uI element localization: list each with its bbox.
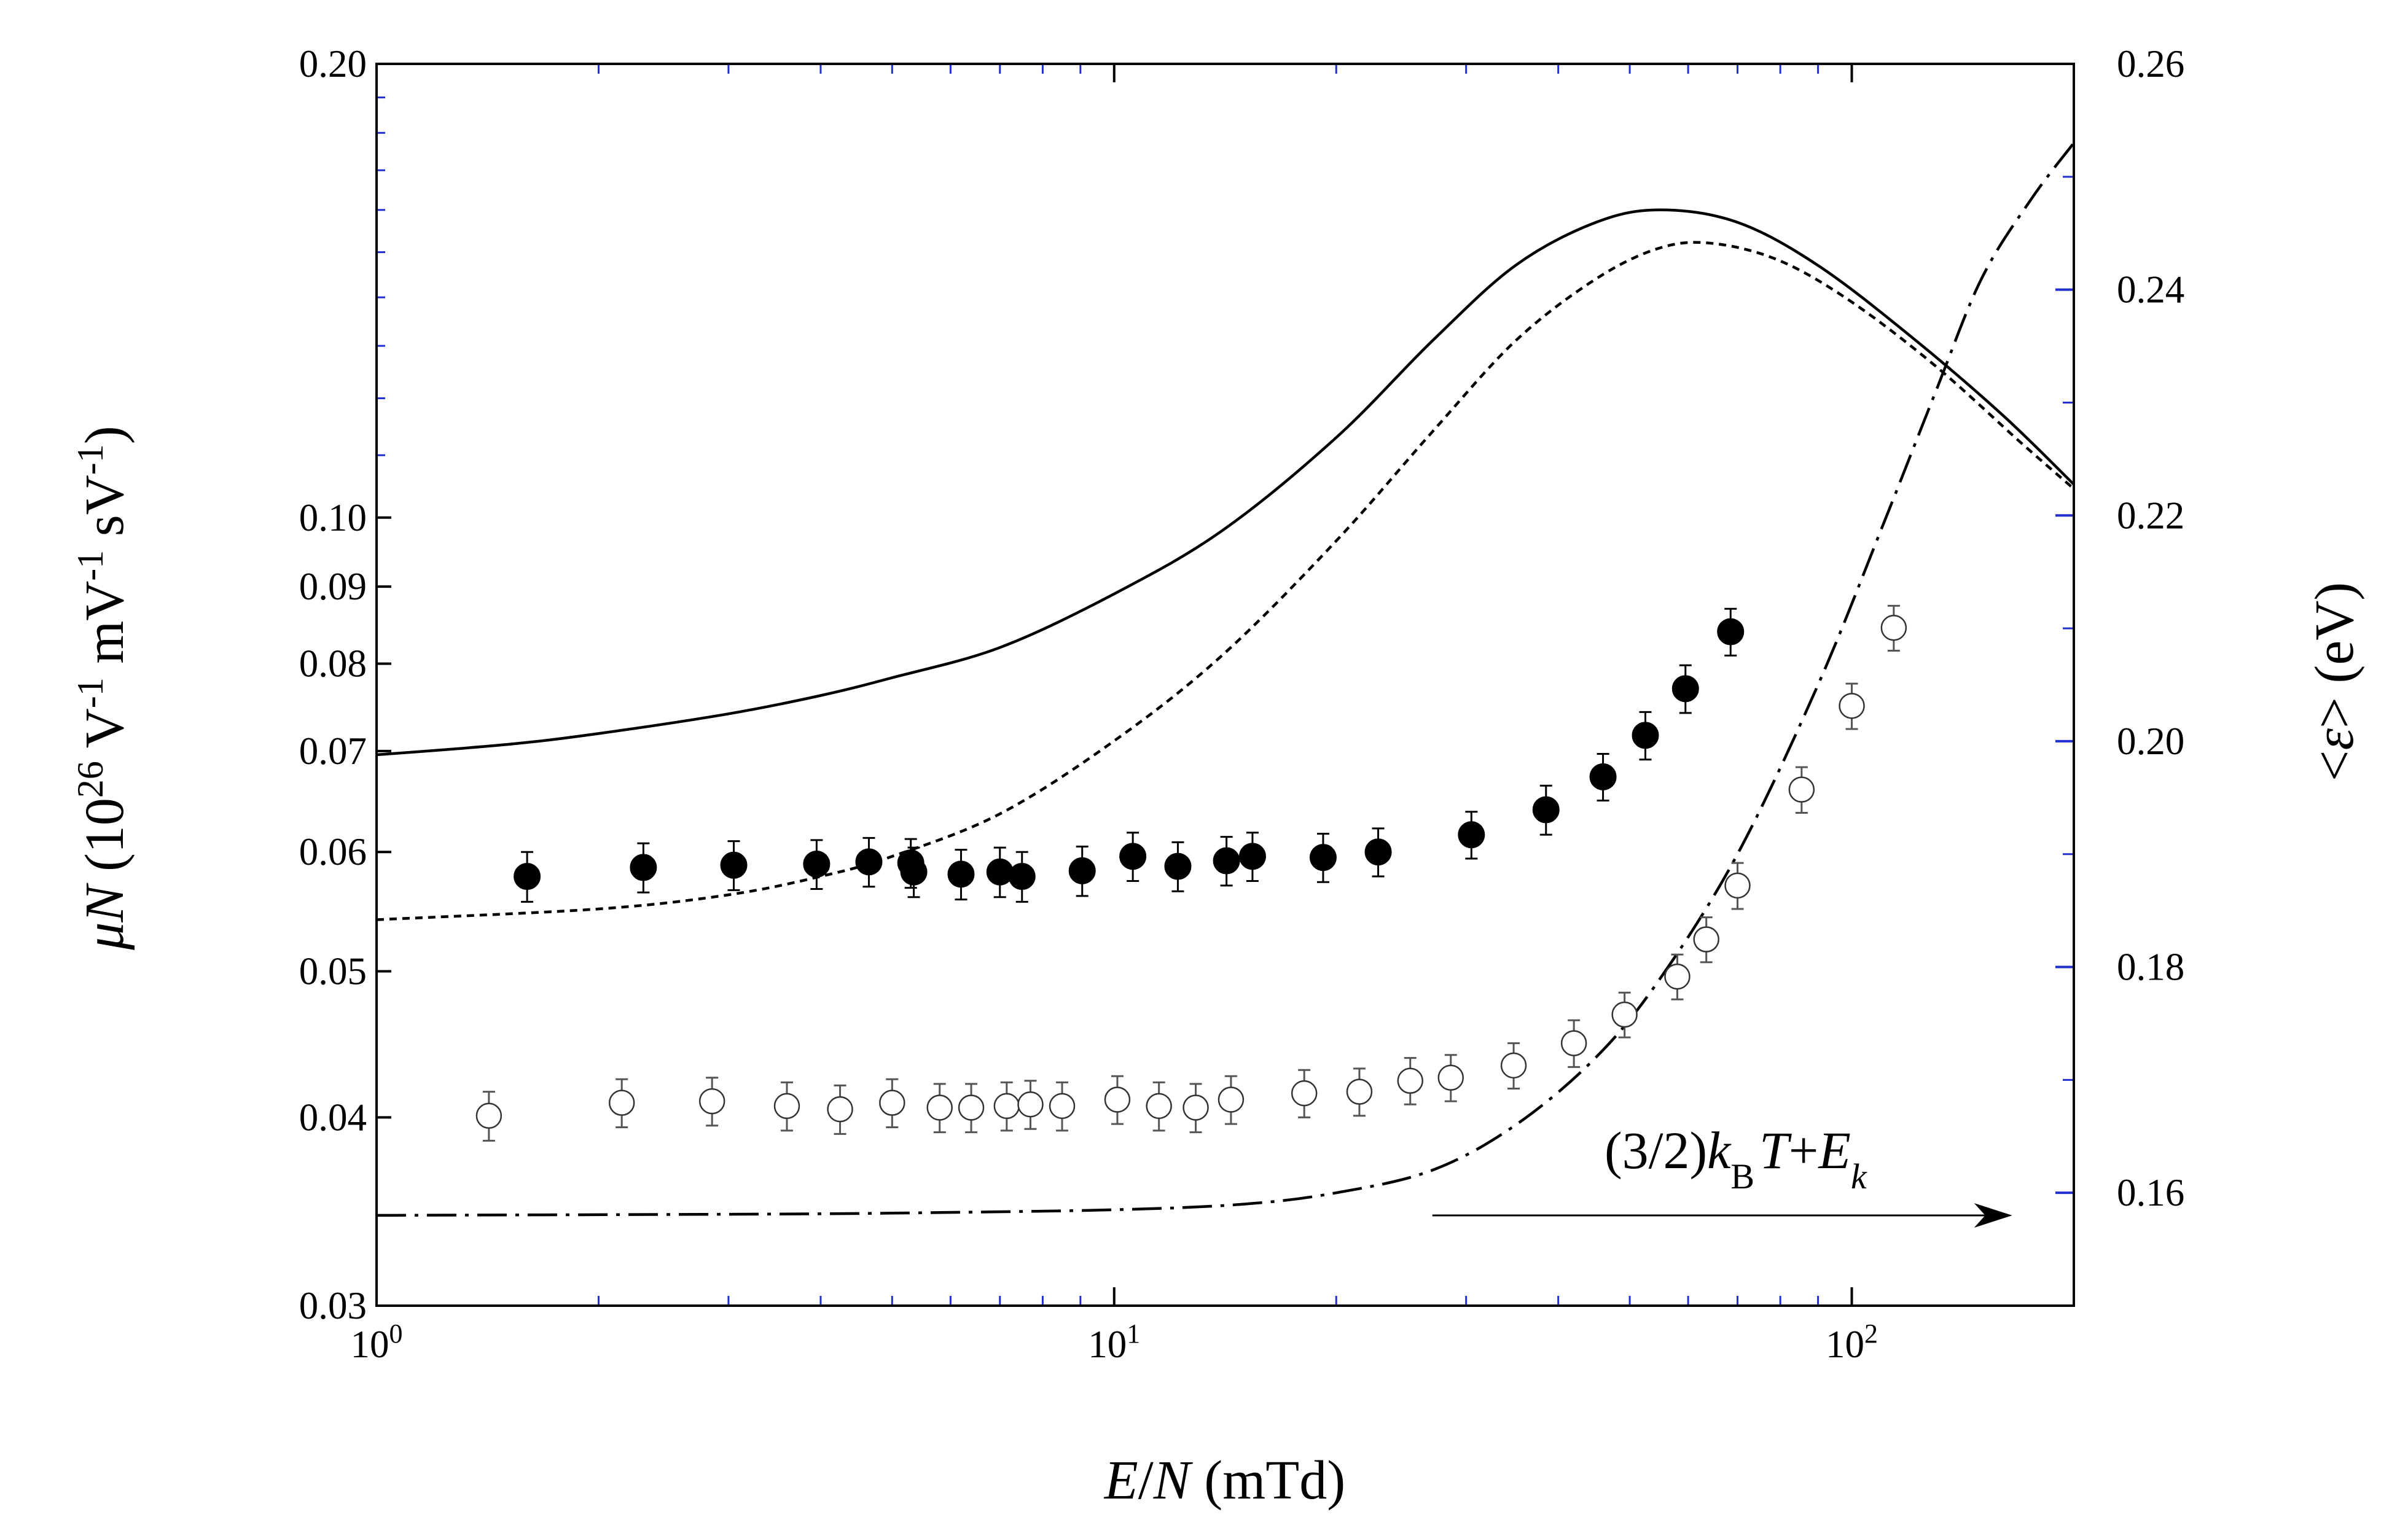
open-data-point <box>1560 1030 1587 1056</box>
filled-data-point <box>514 863 541 891</box>
y-left-tick-label: 0.06 <box>299 830 367 873</box>
open-data-point <box>1664 963 1691 990</box>
filled-data-point <box>1068 857 1096 884</box>
open-data-point <box>993 1093 1020 1120</box>
y-right-tick-label: 0.24 <box>2117 268 2184 311</box>
open-data-point <box>1291 1080 1318 1107</box>
y-right-axis-title: <ε> (eV) <box>2304 582 2365 781</box>
filled-data-point <box>986 858 1014 886</box>
open-data-point <box>1218 1086 1245 1113</box>
open-data-point <box>879 1090 905 1116</box>
markers-layer <box>475 615 1907 1129</box>
y-left-tick-label: 0.08 <box>299 642 367 685</box>
y-right-tick-label: 0.26 <box>2117 42 2184 85</box>
open-data-point <box>475 1102 502 1129</box>
y-left-tick-label: 0.10 <box>299 496 367 539</box>
filled-data-point <box>1164 852 1192 880</box>
open-data-point <box>1611 1001 1638 1028</box>
filled-data-point <box>1213 847 1240 875</box>
arrow-head <box>1974 1203 2012 1228</box>
open-data-point <box>1146 1093 1172 1120</box>
filled-data-point <box>1532 796 1560 824</box>
open-data-point <box>1346 1078 1373 1105</box>
y-right-tick-label: 0.22 <box>2117 494 2184 537</box>
plot-frame <box>375 63 2075 1307</box>
filled-data-point <box>720 851 748 879</box>
filled-data-point <box>1458 821 1485 849</box>
open-data-point <box>773 1093 800 1120</box>
tick-labels-layer: 100 101 102 0.03 0.04 0.05 0.06 0.07 0.08 0.09 0.1… <box>299 42 2185 1366</box>
y-right-tick-label: 0.18 <box>2117 946 2184 989</box>
annotation-arrow <box>1432 1203 2012 1228</box>
x-tick-label: 102 <box>1826 1319 1878 1366</box>
open-data-point <box>1724 872 1751 899</box>
open-data-point <box>1182 1094 1209 1121</box>
curves-layer <box>376 142 2075 1217</box>
x-axis-title: E/N (mTd) <box>1103 1450 1345 1511</box>
y-left-tick-label: 0.05 <box>299 950 367 993</box>
filled-data-point <box>1589 763 1617 790</box>
filled-data-point <box>900 858 928 886</box>
short-dash-line-curve <box>376 241 2075 921</box>
open-data-point <box>1788 776 1815 803</box>
y-right-tick-label: 0.16 <box>2117 1171 2184 1214</box>
filled-data-point <box>1671 675 1699 703</box>
filled-data-point <box>947 860 975 888</box>
open-data-point <box>1104 1086 1131 1113</box>
open-data-point <box>1880 615 1907 641</box>
filled-data-point <box>1364 838 1392 866</box>
open-data-point <box>1049 1093 1076 1120</box>
open-data-point <box>698 1088 725 1115</box>
open-data-point <box>1437 1064 1464 1091</box>
y-right-tick-label: 0.20 <box>2117 720 2184 763</box>
open-data-point <box>1500 1052 1527 1079</box>
filled-data-point <box>1632 722 1659 749</box>
solid-line-curve <box>376 208 2075 757</box>
y-left-tick-label: 0.04 <box>299 1096 367 1139</box>
open-data-point <box>608 1090 635 1116</box>
open-data-point <box>1839 693 1865 719</box>
filled-data-point <box>855 848 883 876</box>
filled-data-point <box>803 850 831 878</box>
energy-annotation: (3/2)kBT+Ek <box>1605 1121 1867 1196</box>
dash-dot-line-curve <box>376 142 2075 1217</box>
y-left-axis-title: μN (1026 V-1 mV-1 sV-1) <box>70 426 135 951</box>
x-tick-label: 101 <box>1088 1319 1140 1366</box>
y-left-tick-label: 0.03 <box>299 1284 367 1327</box>
x-tick-label: 100 <box>351 1319 403 1366</box>
filled-data-point <box>1238 843 1266 870</box>
y-left-tick-label: 0.07 <box>299 730 367 773</box>
y-left-tick-label: 0.09 <box>299 565 367 608</box>
open-data-point <box>1693 926 1719 953</box>
filled-data-point <box>1717 618 1745 645</box>
open-data-point <box>1017 1091 1044 1118</box>
filled-data-point <box>1309 844 1337 871</box>
filled-data-point <box>1008 863 1036 891</box>
open-data-point <box>958 1094 985 1121</box>
filled-data-point <box>1119 843 1147 870</box>
filled-data-point <box>630 854 657 881</box>
open-data-point <box>1397 1067 1424 1094</box>
open-data-point <box>827 1096 853 1123</box>
open-data-point <box>926 1094 953 1121</box>
y-left-tick-label: 0.20 <box>299 42 367 85</box>
plot-area-background <box>377 64 2074 1306</box>
